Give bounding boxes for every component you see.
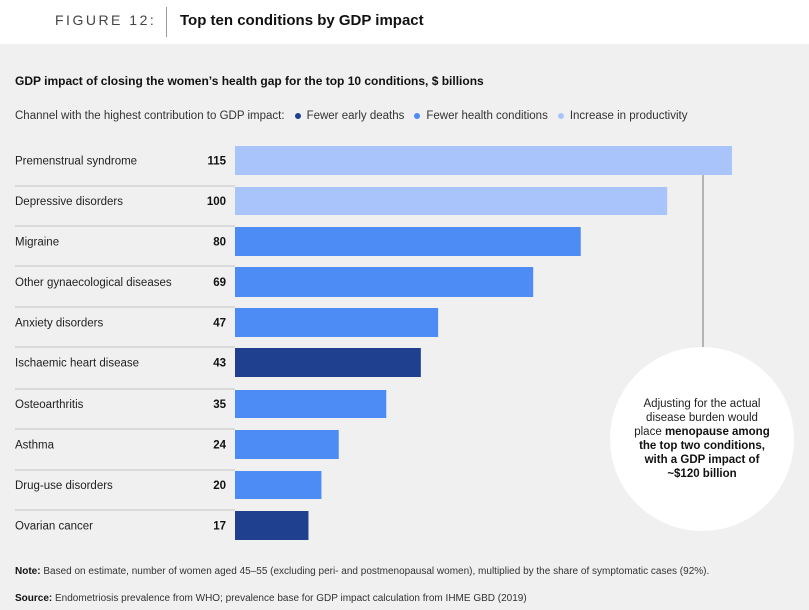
source-label: Source: bbox=[15, 593, 53, 604]
source-line: Source: Endometriosis prevalence from WH… bbox=[15, 593, 527, 604]
category-label: Ischaemic heart disease bbox=[15, 358, 139, 370]
value-label: 100 bbox=[207, 196, 226, 208]
bar bbox=[235, 308, 439, 337]
header-divider bbox=[166, 7, 167, 37]
bar bbox=[235, 348, 421, 377]
footnote: Note: Based on estimate, number of women… bbox=[15, 566, 709, 577]
bar-chart: Premenstrual syndrome 115 Depressive disor… bbox=[15, 146, 732, 540]
category-label: Ovarian cancer bbox=[15, 521, 93, 533]
value-label: 69 bbox=[213, 277, 226, 289]
bar bbox=[235, 187, 668, 215]
category-label: Other gynaecological diseases bbox=[15, 277, 172, 289]
value-label: 20 bbox=[213, 480, 226, 492]
callout-bold-text: menopause among the top two conditions, … bbox=[639, 426, 770, 480]
bar bbox=[235, 146, 732, 175]
legend-item-fewer-health-conditions: Fewer health conditions bbox=[414, 110, 548, 122]
legend-prefix: Channel with the highest contribution to… bbox=[15, 110, 285, 122]
note-text: Based on estimate, number of women aged … bbox=[43, 566, 710, 577]
legend-label: Fewer health conditions bbox=[426, 110, 548, 122]
legend-dot-icon bbox=[414, 113, 421, 119]
value-label: 35 bbox=[213, 399, 226, 411]
bar bbox=[235, 390, 387, 418]
bar bbox=[235, 267, 534, 297]
source-text: Endometriosis prevalence from WHO; preva… bbox=[55, 593, 527, 604]
category-label: Premenstrual syndrome bbox=[15, 156, 137, 168]
figure-label: FIGURE 12: bbox=[55, 12, 157, 28]
legend-label: Fewer early deaths bbox=[306, 110, 405, 122]
chart-legend: Channel with the highest contribution to… bbox=[15, 110, 687, 122]
category-label: Depressive disorders bbox=[15, 196, 123, 208]
legend-label: Increase in productivity bbox=[569, 110, 688, 122]
category-label: Drug-use disorders bbox=[15, 480, 113, 492]
value-label: 115 bbox=[207, 156, 226, 168]
bar bbox=[235, 430, 339, 459]
category-label: Asthma bbox=[15, 440, 55, 452]
legend-item-increase-in-productivity: Increase in productivity bbox=[557, 110, 688, 122]
bar bbox=[235, 471, 322, 499]
callout-text: Adjusting for the actual disease burden … bbox=[634, 398, 761, 438]
value-label: 17 bbox=[213, 521, 226, 533]
value-label: 43 bbox=[213, 358, 226, 370]
value-label: 47 bbox=[213, 318, 226, 330]
legend-dot-icon bbox=[294, 113, 301, 119]
bar bbox=[235, 511, 309, 540]
category-label: Osteoarthritis bbox=[15, 399, 84, 411]
category-label: Anxiety disorders bbox=[15, 318, 103, 330]
category-label: Migraine bbox=[15, 237, 59, 249]
note-label: Note: bbox=[15, 566, 41, 577]
bar bbox=[235, 227, 581, 256]
callout-bubble: Adjusting for the actual disease burden … bbox=[610, 347, 794, 531]
legend-dot-icon bbox=[557, 113, 564, 119]
chart-subtitle: GDP impact of closing the women’s health… bbox=[15, 74, 484, 88]
figure-title: Top ten conditions by GDP impact bbox=[180, 12, 424, 29]
figure-header: FIGURE 12: Top ten conditions by GDP imp… bbox=[0, 0, 809, 44]
value-label: 24 bbox=[213, 440, 226, 452]
legend-item-fewer-early-deaths: Fewer early deaths bbox=[294, 110, 405, 122]
value-label: 80 bbox=[213, 237, 226, 249]
